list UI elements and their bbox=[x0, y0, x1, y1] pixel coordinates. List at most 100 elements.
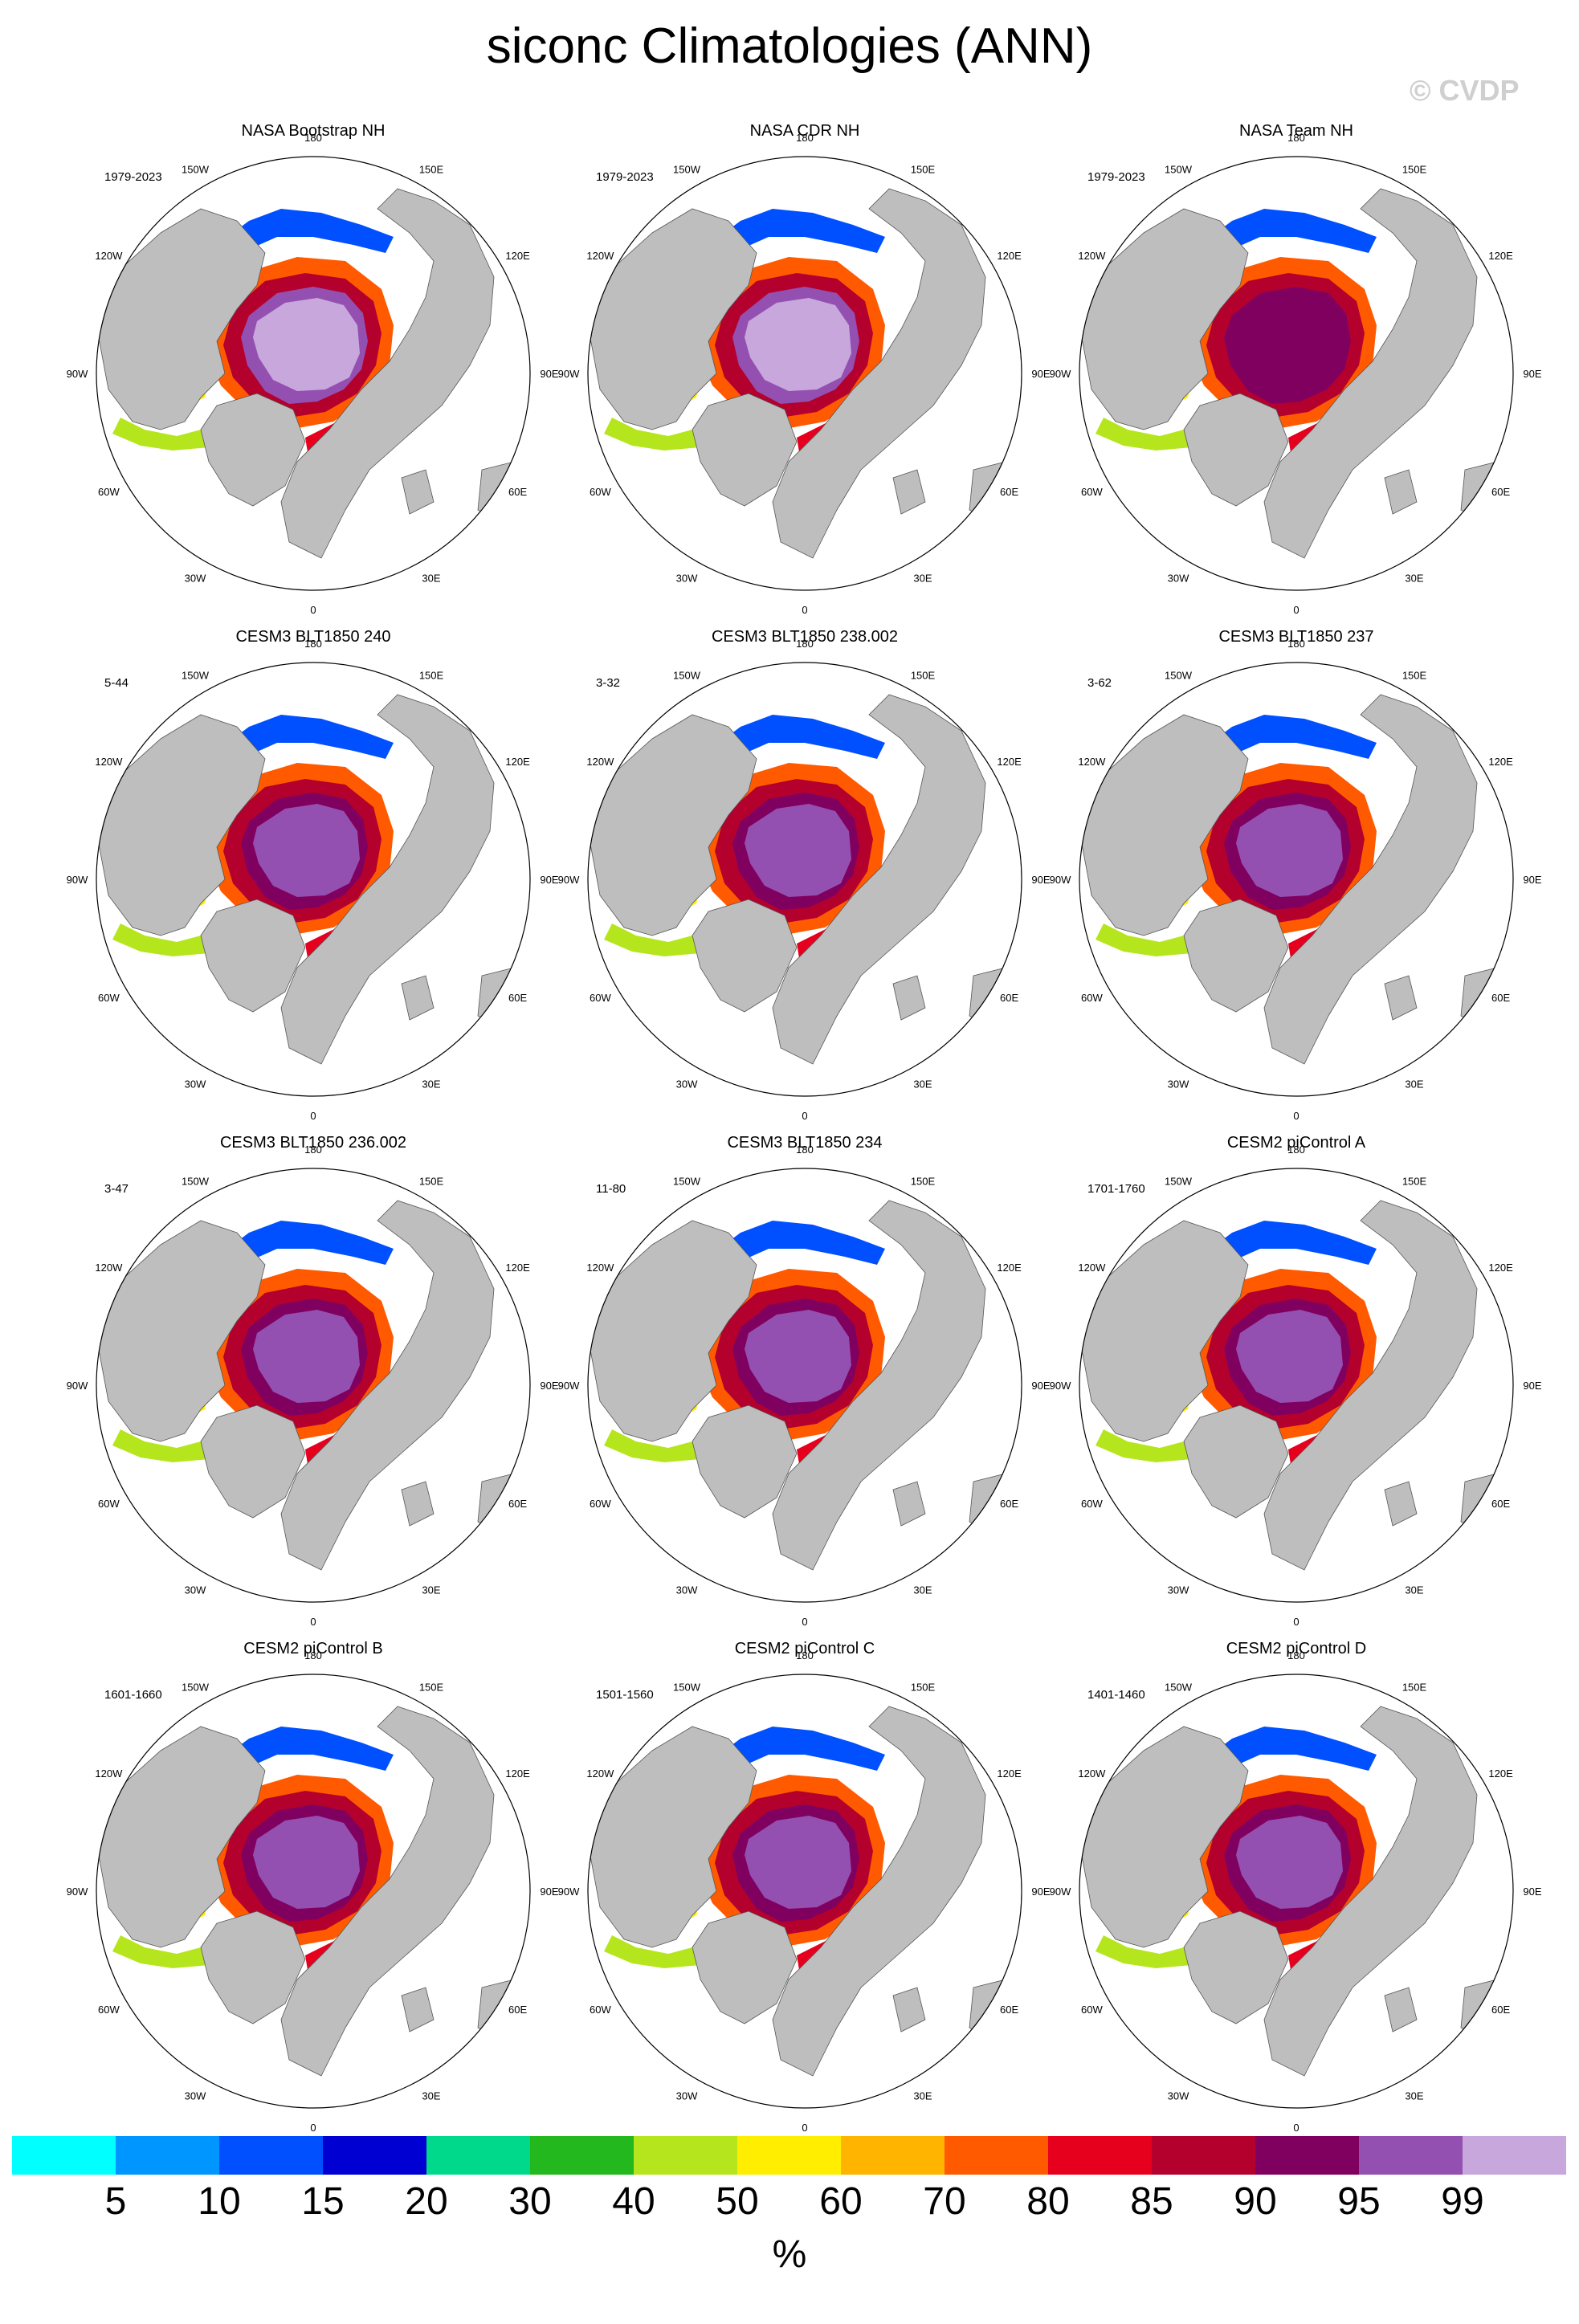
colorbar-tick: 40 bbox=[612, 2180, 655, 2223]
map-border bbox=[1079, 1674, 1514, 2109]
polar-map: 180 150W 120W 90W 60W 30W 0 30E 60E 90E 120E 150E bbox=[1050, 1649, 1542, 2134]
longitude-label: 180 bbox=[1287, 132, 1305, 144]
land-tipIsland bbox=[892, 1987, 926, 2032]
longitude-label: 30W bbox=[1168, 1078, 1189, 1091]
land-northAmerica bbox=[588, 208, 757, 430]
longitude-label: 90W bbox=[67, 1886, 88, 1898]
colorbar-tick: 15 bbox=[301, 2180, 345, 2223]
longitude-label: 60W bbox=[590, 992, 611, 1004]
longitude-label: 90E bbox=[1523, 1886, 1541, 1898]
polar-map: 180 150W 120W 90W 60W 30W 0 30E 60E 90E 120E 150E bbox=[558, 132, 1051, 616]
colorbar-tick: 5 bbox=[104, 2180, 127, 2223]
map-border bbox=[587, 1674, 1022, 2109]
map-panel: NASA CDR NH 1979-2023 180 150W 120W 90W 60W 30W… bbox=[556, 120, 1054, 634]
longitude-label: 120E bbox=[997, 1767, 1022, 1780]
land-greenland bbox=[1183, 1405, 1289, 1519]
longitude-label: 0 bbox=[1293, 1616, 1299, 1628]
panel-period: 3-62 bbox=[1087, 676, 1112, 690]
longitude-label: 0 bbox=[802, 1110, 807, 1122]
panel-title: NASA CDR NH bbox=[749, 122, 860, 140]
longitude-label: 150E bbox=[911, 669, 936, 681]
map-border bbox=[96, 1674, 531, 2109]
longitude-label: 120E bbox=[997, 1262, 1022, 1274]
land-tipIsland bbox=[401, 1987, 435, 2032]
colorbar-tick: 60 bbox=[819, 2180, 863, 2223]
longitude-label: 120W bbox=[586, 756, 614, 768]
longitude-label: 120E bbox=[505, 250, 530, 262]
longitude-label: 0 bbox=[802, 604, 807, 616]
longitude-label: 0 bbox=[310, 2122, 316, 2134]
longitude-label: 30W bbox=[676, 573, 698, 585]
colorbar-tick: 10 bbox=[198, 2180, 241, 2223]
map-border bbox=[96, 662, 531, 1097]
longitude-label: 0 bbox=[310, 1110, 316, 1122]
panel-title: CESM2 piControl D bbox=[1226, 1640, 1367, 1657]
longitude-label: 120W bbox=[95, 1767, 123, 1780]
polar-map: 180 150W 120W 90W 60W 30W 0 30E 60E 90E 120E 150E bbox=[67, 132, 559, 616]
longitude-label: 150W bbox=[1165, 669, 1193, 681]
longitude-label: 120E bbox=[997, 756, 1022, 768]
colorbar-tick: 30 bbox=[508, 2180, 552, 2223]
colorbar-box bbox=[1152, 2136, 1255, 2175]
polar-map: 180 150W 120W 90W 60W 30W 0 30E 60E 90E 120E 150E bbox=[558, 1144, 1051, 1628]
longitude-label: 180 bbox=[1287, 1144, 1305, 1156]
polar-map: 180 150W 120W 90W 60W 30W 0 30E 60E 90E 120E 150E bbox=[558, 638, 1051, 1122]
map-border bbox=[587, 156, 1022, 591]
longitude-label: 0 bbox=[310, 1616, 316, 1628]
longitude-label: 150W bbox=[1165, 163, 1193, 175]
colorbar-tick: 70 bbox=[923, 2180, 966, 2223]
colorbar-box bbox=[116, 2136, 219, 2175]
panel-title: CESM3 BLT1850 240 bbox=[235, 628, 391, 646]
longitude-label: 60W bbox=[98, 992, 120, 1004]
longitude-label: 150W bbox=[673, 1681, 701, 1693]
polar-map: 180 150W 120W 90W 60W 30W 0 30E 60E 90E 120E 150E bbox=[67, 1144, 559, 1628]
longitude-label: 90W bbox=[558, 1380, 580, 1392]
longitude-label: 150W bbox=[673, 1175, 701, 1187]
longitude-label: 90E bbox=[540, 368, 558, 380]
longitude-label: 90W bbox=[67, 1380, 88, 1392]
map-border bbox=[1079, 156, 1514, 591]
longitude-label: 90W bbox=[558, 1886, 580, 1898]
colorbar-box bbox=[1359, 2136, 1463, 2175]
longitude-label: 180 bbox=[1287, 1649, 1305, 1661]
panel-title: CESM2 piControl B bbox=[243, 1640, 383, 1657]
map-panel: CESM3 BLT1850 236.002 3-47 180 150W 120W 90W 6… bbox=[64, 1132, 562, 1646]
map-border bbox=[96, 156, 531, 591]
longitude-label: 60W bbox=[98, 2004, 120, 2016]
land-eurasia bbox=[280, 1706, 495, 2077]
longitude-label: 120E bbox=[1488, 250, 1513, 262]
longitude-label: 120W bbox=[95, 250, 123, 262]
polar-map: 180 150W 120W 90W 60W 30W 0 30E 60E 90E 120E 150E bbox=[67, 1649, 559, 2134]
longitude-label: 90E bbox=[1031, 874, 1050, 886]
longitude-label: 0 bbox=[1293, 604, 1299, 616]
longitude-label: 60E bbox=[1491, 2004, 1510, 2016]
longitude-label: 60W bbox=[98, 486, 120, 498]
longitude-label: 120E bbox=[505, 756, 530, 768]
longitude-label: 60E bbox=[1491, 1498, 1510, 1510]
longitude-label: 150W bbox=[1165, 1175, 1193, 1187]
longitude-label: 150E bbox=[1402, 1681, 1427, 1693]
longitude-label: 30W bbox=[185, 2090, 206, 2102]
longitude-label: 60E bbox=[1000, 1498, 1018, 1510]
longitude-label: 30W bbox=[185, 573, 206, 585]
longitude-label: 180 bbox=[796, 638, 814, 650]
colorbar-tick: 50 bbox=[716, 2180, 759, 2223]
longitude-label: 120W bbox=[1078, 756, 1106, 768]
longitude-label: 90W bbox=[1050, 874, 1071, 886]
longitude-label: 180 bbox=[1287, 638, 1305, 650]
longitude-label: 30E bbox=[422, 2090, 440, 2102]
longitude-label: 120W bbox=[586, 1767, 614, 1780]
longitude-label: 0 bbox=[802, 1616, 807, 1628]
land-greenland bbox=[1183, 393, 1289, 507]
polar-map: 180 150W 120W 90W 60W 30W 0 30E 60E 90E 120E 150E bbox=[1050, 1144, 1542, 1628]
longitude-label: 150E bbox=[419, 1175, 444, 1187]
colorbar-box bbox=[219, 2136, 323, 2175]
longitude-label: 120E bbox=[505, 1767, 530, 1780]
panel-title: NASA Bootstrap NH bbox=[241, 122, 386, 140]
longitude-label: 0 bbox=[310, 604, 316, 616]
longitude-label: 90W bbox=[1050, 1886, 1071, 1898]
panel-period: 1701-1760 bbox=[1087, 1182, 1145, 1196]
longitude-label: 30W bbox=[185, 1078, 206, 1091]
map-panel: CESM3 BLT1850 237 3-62 180 150W 120W 90W 60W 30… bbox=[1047, 626, 1545, 1140]
longitude-label: 90E bbox=[540, 874, 558, 886]
